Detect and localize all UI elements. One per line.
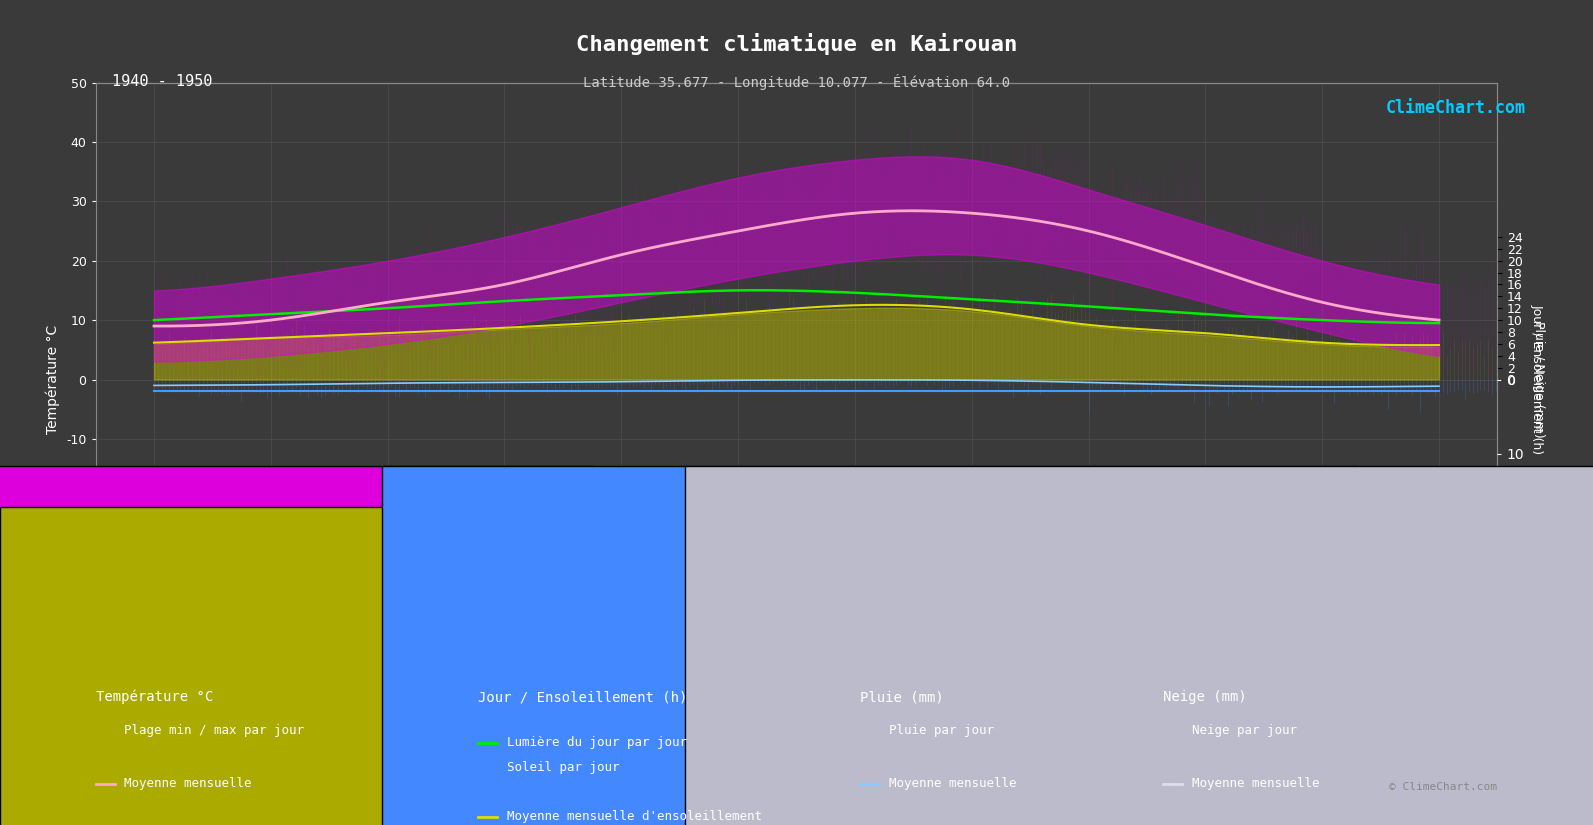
Text: Lumière du jour par jour: Lumière du jour par jour (507, 736, 687, 749)
Text: Moyenne mensuelle: Moyenne mensuelle (124, 777, 252, 790)
Text: Jour / Ensoleillement (h): Jour / Ensoleillement (h) (478, 691, 687, 705)
Text: Soleil par jour: Soleil par jour (507, 761, 620, 774)
Y-axis label: Température °C: Température °C (46, 325, 61, 434)
Text: ClimeChart.com: ClimeChart.com (1386, 99, 1526, 117)
Y-axis label: Pluie / Neige (mm): Pluie / Neige (mm) (1532, 321, 1545, 438)
Text: Moyenne mensuelle d'ensoleillement: Moyenne mensuelle d'ensoleillement (507, 810, 761, 823)
Text: Neige par jour: Neige par jour (1192, 724, 1297, 737)
Text: Moyenne mensuelle: Moyenne mensuelle (889, 777, 1016, 790)
Text: 1940 - 1950: 1940 - 1950 (112, 74, 212, 89)
Text: Latitude 35.677 - Longitude 10.077 - Élévation 64.0: Latitude 35.677 - Longitude 10.077 - Élé… (583, 74, 1010, 90)
Text: ClimeChart.com: ClimeChart.com (159, 512, 288, 526)
Text: Changement climatique en Kairouan: Changement climatique en Kairouan (575, 33, 1018, 55)
Y-axis label: Jour / Ensoleillement (h): Jour / Ensoleillement (h) (1531, 304, 1544, 455)
Text: Pluie par jour: Pluie par jour (889, 724, 994, 737)
Text: Neige (mm): Neige (mm) (1163, 691, 1247, 705)
Text: Moyenne mensuelle: Moyenne mensuelle (1192, 777, 1319, 790)
Text: Température °C: Température °C (96, 690, 213, 705)
Text: Pluie (mm): Pluie (mm) (860, 691, 945, 705)
Text: © ClimeChart.com: © ClimeChart.com (1389, 782, 1497, 792)
Text: Plage min / max par jour: Plage min / max par jour (124, 724, 304, 737)
